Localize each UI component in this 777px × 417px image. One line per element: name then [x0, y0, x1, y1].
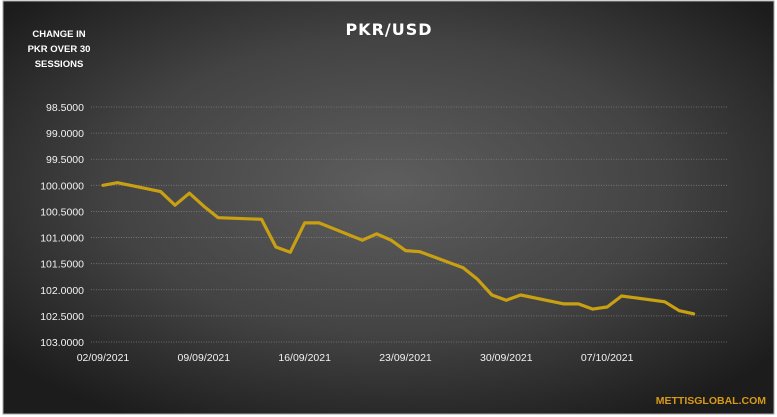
y-tick-label: 103.0000 [40, 337, 84, 349]
data-point [202, 204, 206, 208]
data-point [303, 221, 307, 225]
gridlines [91, 106, 728, 343]
series-line [101, 181, 696, 316]
data-point [360, 238, 364, 242]
x-tick-label: 23/09/2021 [379, 352, 432, 364]
data-point [274, 245, 278, 249]
data-point [288, 250, 292, 254]
data-point [476, 277, 479, 281]
data-point [591, 307, 595, 311]
y-tick-label: 99.0000 [46, 128, 84, 140]
y-axis-ticks: 98.5000 99.0000 99.5000 100.0000 100.5000 101… [40, 102, 84, 349]
data-point [389, 238, 393, 242]
data-point [188, 191, 191, 195]
y-tick-label: 102.0000 [40, 285, 84, 297]
data-point [101, 183, 105, 187]
y-tick-label: 99.5000 [46, 154, 84, 166]
chart-title: PKR/USD [345, 20, 432, 39]
y-axis-label: CHANGE IN PKR OVER 30 SESSIONS [28, 29, 91, 70]
data-point [159, 190, 163, 194]
data-point [519, 293, 523, 297]
data-point [260, 217, 263, 221]
x-tick-label: 07/10/2021 [581, 352, 634, 364]
source-watermark: METTISGLOBAL.COM [656, 395, 766, 407]
data-point [317, 221, 321, 225]
y-tick-label: 102.5000 [40, 311, 84, 323]
y-tick-label: 101.0000 [40, 233, 84, 245]
data-point [216, 216, 220, 220]
data-point [490, 293, 494, 297]
x-tick-label: 30/09/2021 [480, 352, 533, 364]
x-axis-ticks: 02/09/2021 09/09/2021 16/09/2021 23/09/2021… [77, 352, 634, 364]
data-point [116, 181, 119, 185]
data-point [418, 250, 422, 254]
series-layer [101, 181, 696, 316]
data-point [504, 298, 508, 302]
y-axis-label-line-3: SESSIONS [35, 59, 84, 70]
y-axis-label-line-1: CHANGE IN [32, 29, 85, 40]
x-tick-label: 16/09/2021 [278, 352, 331, 364]
data-point [461, 266, 465, 270]
data-point [577, 302, 580, 306]
y-tick-label: 100.0000 [40, 180, 84, 192]
x-tick-label: 09/09/2021 [178, 352, 231, 364]
data-point [663, 300, 667, 304]
y-tick-label: 98.5000 [46, 102, 84, 114]
data-point [404, 249, 407, 253]
y-tick-label: 101.5000 [40, 259, 84, 271]
y-axis-label-line-2: PKR OVER 30 [28, 44, 91, 55]
data-point [677, 309, 681, 313]
x-tick-label: 02/09/2021 [77, 352, 130, 364]
y-tick-label: 100.5000 [40, 206, 84, 218]
data-point [562, 302, 566, 306]
data-point [605, 305, 609, 309]
data-point [692, 312, 695, 316]
data-point [375, 232, 379, 236]
data-point [173, 203, 177, 207]
data-point [620, 294, 623, 298]
